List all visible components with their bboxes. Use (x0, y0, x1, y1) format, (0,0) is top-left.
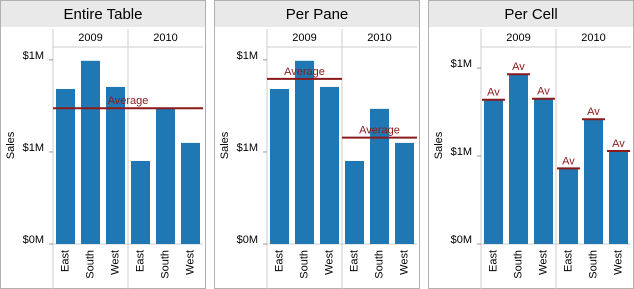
x-tick-label: West (398, 250, 410, 275)
bar (345, 160, 364, 244)
y-axis-label: Sales (219, 131, 231, 159)
reference-label: Average (284, 66, 325, 78)
bar (131, 160, 150, 244)
reference-label: Average (108, 95, 149, 107)
x-tick-label: West (184, 250, 196, 275)
bar (181, 142, 200, 244)
reference-label: Av (587, 106, 600, 118)
title-bar (429, 1, 633, 27)
y-tick-label: $0M (451, 234, 472, 246)
y-tick-label: $1M (23, 50, 44, 62)
panel: Entire Table Sales $0M $1M $1M 2009 East South W… (0, 0, 206, 289)
reference-label: Av (487, 87, 500, 99)
x-tick-label: West (537, 250, 549, 275)
panel-title: Per Pane (286, 6, 349, 23)
x-tick-label: South (159, 250, 171, 279)
y-tick-label: $1M (451, 58, 472, 70)
bar (270, 88, 289, 244)
x-tick-label: South (512, 250, 524, 279)
reference-label: Av (612, 138, 625, 150)
y-tick-label: $1M (23, 142, 44, 154)
y-axis-label: Sales (433, 131, 445, 159)
x-tick-label: East (273, 250, 285, 272)
x-tick-label: West (323, 250, 335, 275)
bar (484, 99, 503, 245)
panel: Per Cell Sales $0M $1M $1M 2009 East South West 2… (428, 0, 634, 289)
title-bar (215, 1, 419, 27)
x-tick-label: West (109, 250, 121, 275)
bar (395, 142, 414, 244)
x-tick-label: East (59, 250, 71, 272)
bar (509, 74, 528, 244)
x-tick-label: East (487, 250, 499, 272)
pane-header: 2009 (506, 32, 530, 44)
x-tick-label: South (298, 250, 310, 279)
x-tick-label: South (84, 250, 96, 279)
y-tick-label: $0M (23, 234, 44, 246)
pane-header: 2010 (153, 32, 177, 44)
bar (156, 108, 175, 244)
x-tick-label: East (562, 250, 574, 272)
bar (559, 168, 578, 244)
bar (370, 108, 389, 244)
reference-label: Av (537, 86, 550, 98)
pane-header: 2009 (292, 32, 316, 44)
bar (320, 86, 339, 245)
x-tick-label: East (348, 250, 360, 272)
pane-header: 2010 (367, 32, 391, 44)
y-tick-label: $1M (237, 142, 258, 154)
bar (295, 60, 314, 244)
y-axis-label: Sales (5, 131, 17, 159)
bar (81, 60, 100, 244)
bar (534, 98, 553, 245)
x-tick-label: South (587, 250, 599, 279)
y-tick-label: $0M (237, 234, 258, 246)
panel: Per Pane Sales $0M $1M $1M 2009 East South West 2… (214, 0, 420, 289)
y-tick-label: $1M (451, 146, 472, 158)
panel-title: Per Cell (504, 6, 557, 23)
y-tick-label: $1M (237, 50, 258, 62)
pane-header: 2010 (581, 32, 605, 44)
reference-label: Average (359, 124, 400, 136)
title-bar (1, 1, 205, 27)
x-tick-label: West (612, 250, 624, 275)
x-tick-label: South (373, 250, 385, 279)
pane-header: 2009 (78, 32, 102, 44)
reference-label: Av (512, 61, 525, 73)
panel-title: Entire Table (64, 6, 143, 23)
bar (56, 88, 75, 244)
bar (106, 86, 125, 245)
bar (609, 150, 628, 244)
reference-label: Av (562, 155, 575, 167)
bar (584, 119, 603, 244)
x-tick-label: East (134, 250, 146, 272)
